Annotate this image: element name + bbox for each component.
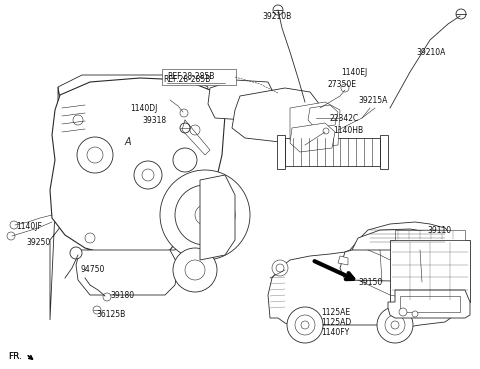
Polygon shape — [290, 123, 335, 152]
Polygon shape — [388, 290, 470, 318]
Circle shape — [287, 307, 323, 343]
Text: REF.28-285B: REF.28-285B — [167, 72, 215, 81]
Circle shape — [73, 115, 83, 125]
Circle shape — [399, 308, 407, 316]
Circle shape — [341, 84, 349, 92]
Text: 1140JF: 1140JF — [16, 222, 42, 231]
Circle shape — [295, 315, 315, 335]
Circle shape — [175, 185, 235, 245]
Circle shape — [77, 137, 113, 173]
Polygon shape — [268, 222, 462, 330]
Bar — [400, 296, 460, 312]
Text: 39250: 39250 — [26, 238, 50, 247]
Circle shape — [185, 260, 205, 280]
Text: 39210A: 39210A — [416, 48, 445, 57]
Text: 39150: 39150 — [358, 278, 382, 287]
Text: 39110: 39110 — [427, 226, 451, 235]
Circle shape — [160, 170, 250, 260]
Polygon shape — [50, 125, 88, 320]
Circle shape — [170, 235, 180, 245]
Text: 1125AE: 1125AE — [321, 308, 350, 317]
Circle shape — [180, 123, 190, 133]
Circle shape — [272, 260, 288, 276]
Bar — [395, 230, 465, 240]
Circle shape — [391, 321, 399, 329]
Polygon shape — [340, 250, 455, 282]
Text: 39215A: 39215A — [358, 96, 387, 105]
Polygon shape — [352, 229, 442, 255]
Polygon shape — [208, 80, 275, 120]
Circle shape — [142, 169, 154, 181]
Circle shape — [195, 205, 215, 225]
Circle shape — [93, 306, 101, 314]
Polygon shape — [76, 250, 178, 295]
Circle shape — [273, 5, 283, 15]
Circle shape — [452, 256, 464, 268]
Circle shape — [173, 148, 197, 172]
FancyBboxPatch shape — [162, 69, 236, 85]
Circle shape — [85, 233, 95, 243]
Circle shape — [323, 128, 329, 134]
Text: 1140EJ: 1140EJ — [341, 68, 367, 77]
Circle shape — [134, 161, 162, 189]
Text: A: A — [125, 137, 132, 147]
Circle shape — [10, 221, 18, 229]
Circle shape — [276, 264, 284, 272]
Polygon shape — [58, 75, 208, 100]
Circle shape — [70, 247, 82, 259]
Polygon shape — [50, 78, 225, 258]
Circle shape — [456, 9, 466, 19]
Text: REF.28-285B: REF.28-285B — [163, 75, 210, 84]
Circle shape — [377, 307, 413, 343]
Text: FR.: FR. — [8, 352, 22, 361]
Bar — [390, 240, 470, 302]
Text: 1140DJ: 1140DJ — [130, 104, 157, 113]
Text: 39180: 39180 — [110, 291, 134, 300]
Text: 27350E: 27350E — [327, 80, 356, 89]
Text: FR.: FR. — [8, 352, 22, 361]
Circle shape — [87, 147, 103, 163]
Circle shape — [385, 315, 405, 335]
Text: 36125B: 36125B — [96, 310, 125, 319]
Polygon shape — [88, 92, 200, 250]
Bar — [380, 135, 388, 169]
Polygon shape — [308, 105, 338, 128]
Text: 39318: 39318 — [142, 116, 166, 125]
Text: 94750: 94750 — [80, 265, 104, 274]
Text: 39210B: 39210B — [262, 12, 291, 21]
Bar — [277, 135, 285, 169]
Circle shape — [412, 311, 418, 317]
Polygon shape — [232, 88, 320, 142]
Polygon shape — [290, 102, 340, 148]
Polygon shape — [200, 175, 235, 260]
Bar — [285, 138, 380, 166]
Circle shape — [301, 321, 309, 329]
Polygon shape — [338, 256, 348, 265]
Circle shape — [7, 232, 15, 240]
Text: 22342C: 22342C — [330, 114, 359, 123]
Text: 1140FY: 1140FY — [321, 328, 349, 337]
Circle shape — [173, 248, 217, 292]
Text: 1125AD: 1125AD — [321, 318, 351, 327]
Text: 1140HB: 1140HB — [333, 126, 363, 135]
Circle shape — [103, 293, 111, 301]
Circle shape — [190, 125, 200, 135]
Polygon shape — [58, 87, 88, 145]
Circle shape — [180, 109, 188, 117]
